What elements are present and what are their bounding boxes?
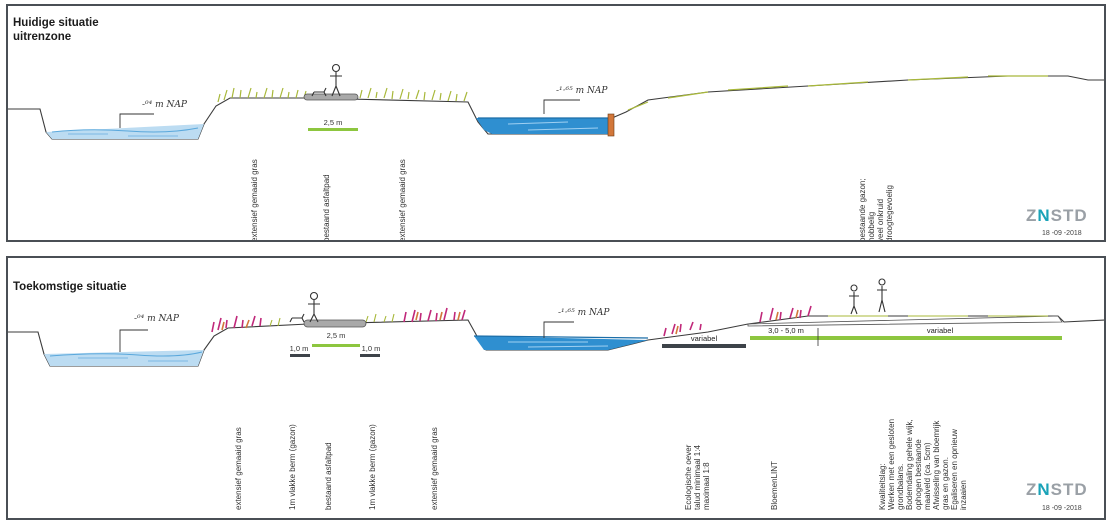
label-existing-path: bestaand asfaltpad bbox=[324, 442, 333, 510]
band-width-measure: 3,0 - 5,0 m bbox=[768, 326, 804, 335]
water-level-label-right: -¹·⁶⁵ m NAP bbox=[556, 86, 608, 96]
band-rest-measure: variabel bbox=[926, 326, 954, 335]
label-existing-path: bestaand asfaltpad bbox=[322, 174, 331, 242]
person-with-dog-figure bbox=[311, 63, 342, 97]
path-width-label: 2,5 m bbox=[323, 118, 343, 127]
path-width-bar bbox=[308, 128, 358, 131]
water-level-label-left: -⁰⁴ m NAP bbox=[142, 100, 187, 110]
future-situation-panel: Toekomstige situatie bbox=[6, 256, 1106, 520]
grass-strokes bbox=[217, 75, 1048, 111]
path-width-measure: 2,5 m bbox=[326, 331, 346, 340]
label-berm-left: 1m vlakke berm (gazon) bbox=[288, 424, 297, 510]
date-stamp: 18 -09 -2018 bbox=[1042, 505, 1082, 512]
label-grass-right: extensief gemaaid gras bbox=[398, 159, 407, 242]
berm-right-measure: 1,0 m bbox=[361, 344, 381, 353]
flowering-vegetation bbox=[211, 305, 1048, 337]
label-berm-right: 1m vlakke berm (gazon) bbox=[368, 424, 377, 510]
znstd-logo: ZNSTD bbox=[1026, 480, 1088, 499]
date-stamp: 18 -09 -2018 bbox=[1042, 230, 1082, 237]
label-quality-layer: Kwaliteitslag: Werken met een gesloten g… bbox=[878, 418, 968, 510]
current-cross-section bbox=[8, 63, 1104, 140]
title-line-1: Toekomstige situatie bbox=[13, 281, 127, 293]
label-ecological-shore: Ecologische oever talud minimaal 1:4 max… bbox=[684, 444, 711, 510]
berm-right-bar bbox=[360, 354, 380, 357]
label-flower-ribbon: BloemenLINT bbox=[770, 461, 779, 510]
asphalt-path bbox=[303, 319, 367, 328]
shore-bar bbox=[662, 344, 746, 348]
water-level-label-left: -⁰⁴ m NAP bbox=[134, 314, 179, 324]
water-level-label-right: -¹·⁶⁵ m NAP bbox=[558, 308, 610, 318]
people-figures bbox=[849, 278, 887, 315]
znstd-logo: ZNSTD bbox=[1026, 206, 1088, 225]
raised-lawn-band bbox=[747, 315, 1063, 327]
left-pond bbox=[46, 124, 204, 139]
band-bar bbox=[750, 336, 1062, 340]
water-level-marker-left bbox=[119, 329, 148, 352]
label-grass-left: extensief gemaaid gras bbox=[250, 159, 259, 242]
timber-edge bbox=[607, 113, 615, 137]
water-level-marker-left bbox=[119, 113, 154, 128]
shore-width-measure: variabel bbox=[690, 334, 718, 343]
label-grass-right: extensief gemaaid gras bbox=[430, 427, 439, 510]
title-line-2: uitrenzone bbox=[13, 31, 72, 43]
future-cross-section bbox=[8, 278, 1104, 367]
label-existing-lawn: bestaande gazon; hobbelig veel onkruid d… bbox=[858, 178, 894, 242]
current-situation-title: Huidige situatie uitrenzone bbox=[13, 16, 99, 44]
path-width-bar bbox=[312, 344, 360, 347]
water-level-marker-right bbox=[543, 99, 580, 114]
berm-left-measure: 1,0 m bbox=[289, 344, 309, 353]
asphalt-path bbox=[303, 93, 359, 101]
current-situation-panel: Huidige situatie uitrenzone bbox=[6, 4, 1106, 242]
label-grass-left: extensief gemaaid gras bbox=[234, 427, 243, 510]
person-with-dog-figure bbox=[289, 291, 320, 323]
berm-left-bar bbox=[290, 354, 310, 357]
future-situation-title: Toekomstige situatie bbox=[13, 280, 127, 294]
title-line-1: Huidige situatie bbox=[13, 17, 99, 29]
water-level-marker-right bbox=[543, 321, 574, 338]
canal-water bbox=[476, 118, 608, 134]
